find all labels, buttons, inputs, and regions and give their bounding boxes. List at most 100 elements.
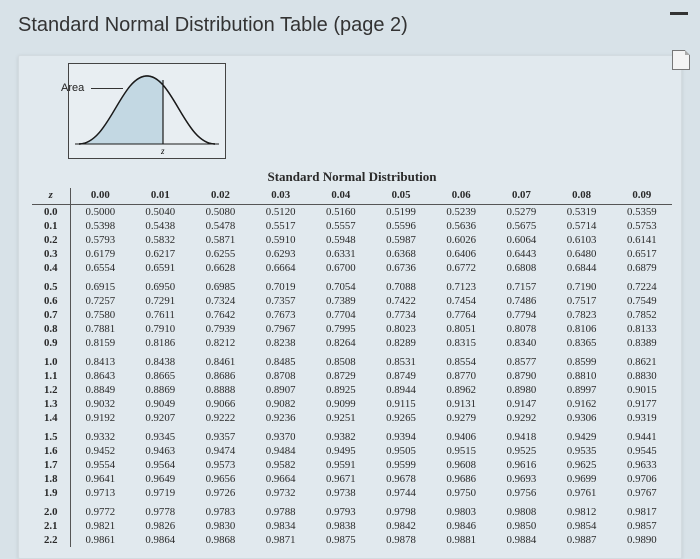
value-cell: 0.8980 bbox=[491, 383, 551, 397]
value-cell: 0.9884 bbox=[491, 533, 551, 547]
value-cell: 0.7224 bbox=[612, 275, 672, 294]
value-cell: 0.9793 bbox=[311, 500, 371, 519]
table-row: 1.40.91920.92070.92220.92360.92510.92650… bbox=[32, 411, 672, 425]
value-cell: 0.9664 bbox=[251, 472, 311, 486]
value-cell: 0.9861 bbox=[70, 533, 130, 547]
page-copy-icon[interactable] bbox=[672, 50, 690, 70]
value-cell: 0.7794 bbox=[491, 308, 551, 322]
value-cell: 0.9821 bbox=[70, 519, 130, 533]
value-cell: 0.9838 bbox=[311, 519, 371, 533]
value-cell: 0.5557 bbox=[311, 219, 371, 233]
value-cell: 0.9066 bbox=[190, 397, 250, 411]
value-cell: 0.8708 bbox=[251, 369, 311, 383]
value-cell: 0.9826 bbox=[130, 519, 190, 533]
column-header: 0.05 bbox=[371, 188, 431, 205]
value-cell: 0.9846 bbox=[431, 519, 491, 533]
value-cell: 0.9608 bbox=[431, 458, 491, 472]
value-cell: 0.6700 bbox=[311, 261, 371, 275]
value-cell: 0.9292 bbox=[491, 411, 551, 425]
value-cell: 0.8159 bbox=[70, 336, 130, 350]
value-cell: 0.8621 bbox=[612, 350, 672, 369]
value-cell: 0.8849 bbox=[70, 383, 130, 397]
value-cell: 0.7454 bbox=[431, 294, 491, 308]
value-cell: 0.9082 bbox=[251, 397, 311, 411]
value-cell: 0.5910 bbox=[251, 233, 311, 247]
value-cell: 0.5398 bbox=[70, 219, 130, 233]
column-header: 0.01 bbox=[130, 188, 190, 205]
value-cell: 0.9265 bbox=[371, 411, 431, 425]
value-cell: 0.9772 bbox=[70, 500, 130, 519]
value-cell: 0.9706 bbox=[612, 472, 672, 486]
value-cell: 0.7190 bbox=[552, 275, 612, 294]
value-cell: 0.5040 bbox=[130, 205, 190, 220]
z-cell: 0.6 bbox=[32, 294, 70, 308]
z-cell: 0.2 bbox=[32, 233, 70, 247]
value-cell: 0.8485 bbox=[251, 350, 311, 369]
value-cell: 0.9671 bbox=[311, 472, 371, 486]
value-cell: 0.7704 bbox=[311, 308, 371, 322]
table-row: 0.30.61790.62170.62550.62930.63310.63680… bbox=[32, 247, 672, 261]
value-cell: 0.9830 bbox=[190, 519, 250, 533]
value-cell: 0.9875 bbox=[311, 533, 371, 547]
value-cell: 0.9099 bbox=[311, 397, 371, 411]
z-cell: 2.1 bbox=[32, 519, 70, 533]
value-cell: 0.7422 bbox=[371, 294, 431, 308]
value-cell: 0.9452 bbox=[70, 444, 130, 458]
value-cell: 0.8810 bbox=[552, 369, 612, 383]
z-cell: 1.6 bbox=[32, 444, 70, 458]
value-cell: 0.9357 bbox=[190, 425, 250, 444]
value-cell: 0.8962 bbox=[431, 383, 491, 397]
z-column-header: z bbox=[32, 188, 70, 205]
value-cell: 0.7123 bbox=[431, 275, 491, 294]
value-cell: 0.9871 bbox=[251, 533, 311, 547]
z-cell: 1.8 bbox=[32, 472, 70, 486]
value-cell: 0.9808 bbox=[491, 500, 551, 519]
value-cell: 0.8770 bbox=[431, 369, 491, 383]
value-cell: 0.8944 bbox=[371, 383, 431, 397]
value-cell: 0.8997 bbox=[552, 383, 612, 397]
value-cell: 0.6255 bbox=[190, 247, 250, 261]
value-cell: 0.9573 bbox=[190, 458, 250, 472]
value-cell: 0.8869 bbox=[130, 383, 190, 397]
z-cell: 1.3 bbox=[32, 397, 70, 411]
table-row: 2.20.98610.98640.98680.98710.98750.98780… bbox=[32, 533, 672, 547]
value-cell: 0.8365 bbox=[552, 336, 612, 350]
value-cell: 0.5636 bbox=[431, 219, 491, 233]
value-cell: 0.6179 bbox=[70, 247, 130, 261]
value-cell: 0.7389 bbox=[311, 294, 371, 308]
value-cell: 0.7357 bbox=[251, 294, 311, 308]
value-cell: 0.9767 bbox=[612, 486, 672, 500]
z-cell: 0.0 bbox=[32, 205, 70, 220]
value-cell: 0.8577 bbox=[491, 350, 551, 369]
value-cell: 0.7764 bbox=[431, 308, 491, 322]
value-cell: 0.7157 bbox=[491, 275, 551, 294]
table-row: 1.00.84130.84380.84610.84850.85080.85310… bbox=[32, 350, 672, 369]
value-cell: 0.5517 bbox=[251, 219, 311, 233]
value-cell: 0.9370 bbox=[251, 425, 311, 444]
value-cell: 0.5279 bbox=[491, 205, 551, 220]
value-cell: 0.9554 bbox=[70, 458, 130, 472]
z-cell: 1.2 bbox=[32, 383, 70, 397]
z-cell: 1.9 bbox=[32, 486, 70, 500]
value-cell: 0.8925 bbox=[311, 383, 371, 397]
value-cell: 0.9192 bbox=[70, 411, 130, 425]
value-cell: 0.9890 bbox=[612, 533, 672, 547]
z-cell: 1.4 bbox=[32, 411, 70, 425]
table-row: 1.10.86430.86650.86860.87080.87290.87490… bbox=[32, 369, 672, 383]
value-cell: 0.7852 bbox=[612, 308, 672, 322]
value-cell: 0.7910 bbox=[130, 322, 190, 336]
table-header-row: z 0.000.010.020.030.040.050.060.070.080.… bbox=[32, 188, 672, 205]
value-cell: 0.8438 bbox=[130, 350, 190, 369]
value-cell: 0.7257 bbox=[70, 294, 130, 308]
value-cell: 0.6844 bbox=[552, 261, 612, 275]
value-cell: 0.8554 bbox=[431, 350, 491, 369]
table-title: Standard Normal Distribution bbox=[32, 169, 672, 185]
table-row: 2.00.97720.97780.97830.97880.97930.97980… bbox=[32, 500, 672, 519]
value-cell: 0.9854 bbox=[552, 519, 612, 533]
z-cell: 2.2 bbox=[32, 533, 70, 547]
table-row: 0.10.53980.54380.54780.55170.55570.55960… bbox=[32, 219, 672, 233]
value-cell: 0.7823 bbox=[552, 308, 612, 322]
value-cell: 0.7967 bbox=[251, 322, 311, 336]
value-cell: 0.9236 bbox=[251, 411, 311, 425]
value-cell: 0.8389 bbox=[612, 336, 672, 350]
